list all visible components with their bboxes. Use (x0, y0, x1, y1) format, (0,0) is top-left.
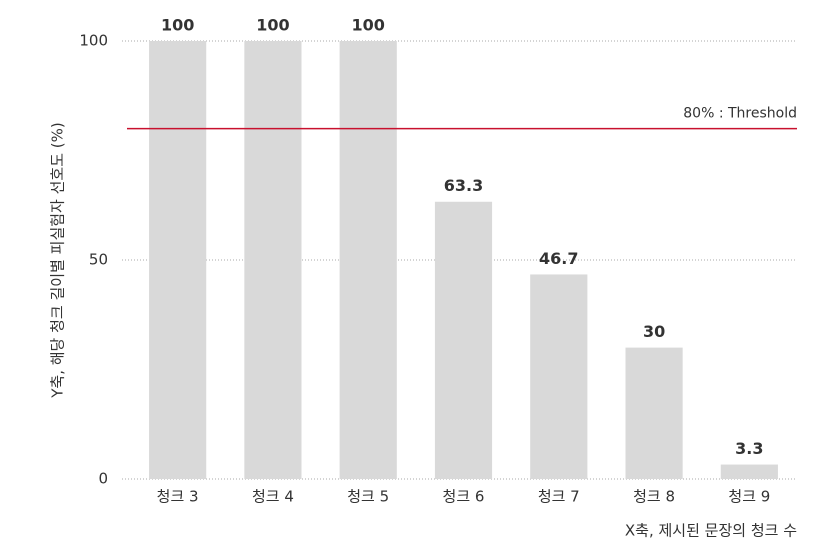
bar (625, 347, 683, 479)
x-tick-label: 청크 6 (443, 488, 485, 506)
threshold-label: 80% : Threshold (683, 106, 797, 122)
x-axis-label: X축, 제시된 문장의 청크 수 (625, 522, 797, 540)
bar (339, 41, 397, 479)
x-tick-label: 청크 4 (252, 488, 294, 506)
x-tick-label: 청크 9 (728, 488, 770, 506)
y-axis-label: Y축, 해당 청크 길이별 피실험자 선호도 (%) (49, 122, 67, 399)
y-tick-label: 100 (79, 32, 108, 50)
bar (244, 41, 302, 479)
y-tick-label: 0 (98, 470, 108, 488)
x-tick-label: 청크 3 (157, 488, 199, 506)
value-label: 100 (256, 16, 289, 35)
x-tick-label: 청크 5 (347, 488, 389, 506)
value-label: 63.3 (444, 176, 483, 195)
value-label: 100 (352, 16, 385, 35)
bar (530, 274, 588, 479)
value-label: 100 (161, 16, 194, 35)
y-tick-label: 50 (89, 251, 108, 269)
x-tick-label: 청크 8 (633, 488, 675, 506)
value-label: 3.3 (735, 439, 763, 458)
bar (434, 201, 493, 479)
value-label: 30 (643, 322, 665, 341)
bar (149, 41, 207, 479)
value-label: 46.7 (539, 249, 578, 268)
x-tick-label: 청크 7 (538, 488, 580, 506)
bar (720, 464, 778, 479)
